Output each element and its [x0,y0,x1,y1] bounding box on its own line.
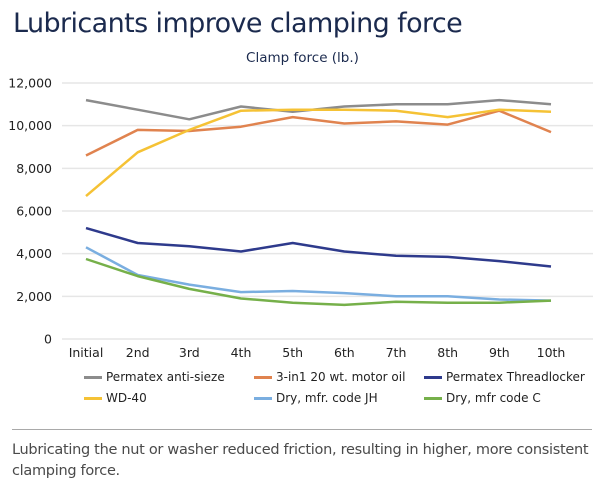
legend-label: WD-40 [106,391,147,405]
legend-swatch [84,375,102,379]
series-line-dry-mfr-code-c [85,257,552,307]
series-line-3-in1-20-wt-motor-oil [85,109,552,157]
legend-label: Dry, mfr. code JH [276,391,378,405]
divider [12,429,592,430]
x-tick-label: Initial [69,345,104,360]
legend-label: 3-in1 20 wt. motor oil [276,370,406,384]
legend-item: WD-40 [84,391,147,405]
x-tick-label: 2nd [126,345,150,360]
legend-item: Dry, mfr code C [424,391,541,405]
page-title: Lubricants improve clamping force [13,8,463,39]
legend-item: Dry, mfr. code JH [254,391,378,405]
y-tick-label: 10,000 [8,118,52,133]
legend-swatch [254,396,272,400]
legend-label: Dry, mfr code C [446,391,541,405]
chart-title: Clamp force (lb.) [0,50,600,66]
x-tick-label: 3rd [179,345,200,360]
legend-item: Permatex Threadlocker [424,370,585,384]
legend-swatch [424,396,442,400]
legend-item: Permatex anti-sieze [84,370,225,384]
x-tick-label: 9th [489,345,510,360]
y-axis-ticks: 0 2,000 4,000 6,000 8,000 10,000 12,000 [8,76,52,347]
legend-item: 3-in1 20 wt. motor oil [254,370,405,384]
y-tick-label: 6,000 [16,204,52,219]
x-tick-label: 8th [437,345,458,360]
series-line-dry-mfr-code-jh [85,246,552,302]
x-tick-label: 10th [537,345,566,360]
gridlines [62,82,593,340]
x-tick-label: 7th [386,345,407,360]
legend-label: Permatex Threadlocker [446,370,585,384]
legend-label: Permatex anti-sieze [106,370,225,384]
line-chart: 0 2,000 4,000 6,000 8,000 10,000 12,000 Initia… [8,76,593,360]
legend-swatch [424,375,442,379]
legend-swatch [84,396,102,400]
y-tick-label: 12,000 [8,76,52,91]
x-tick-label: 4th [231,345,252,360]
chart-title-text: Clamp force (lb.) [246,50,359,66]
y-tick-label: 8,000 [16,161,52,176]
x-axis-ticks: Initial 2nd 3rd 4th 5th 6th 7th 8th 9th 10th [69,345,566,360]
caption: Lubricating the nut or washer reduced fr… [12,442,589,479]
x-tick-label: 6th [334,345,355,360]
legend-swatch [254,375,272,379]
y-tick-label: 2,000 [16,289,52,304]
series-lines [85,98,552,307]
y-tick-label: 4,000 [16,246,52,261]
series-line-wd-40 [85,108,552,198]
y-tick-label: 0 [44,332,52,347]
series-line-permatex-threadlocker [85,226,552,268]
x-tick-label: 5th [282,345,303,360]
